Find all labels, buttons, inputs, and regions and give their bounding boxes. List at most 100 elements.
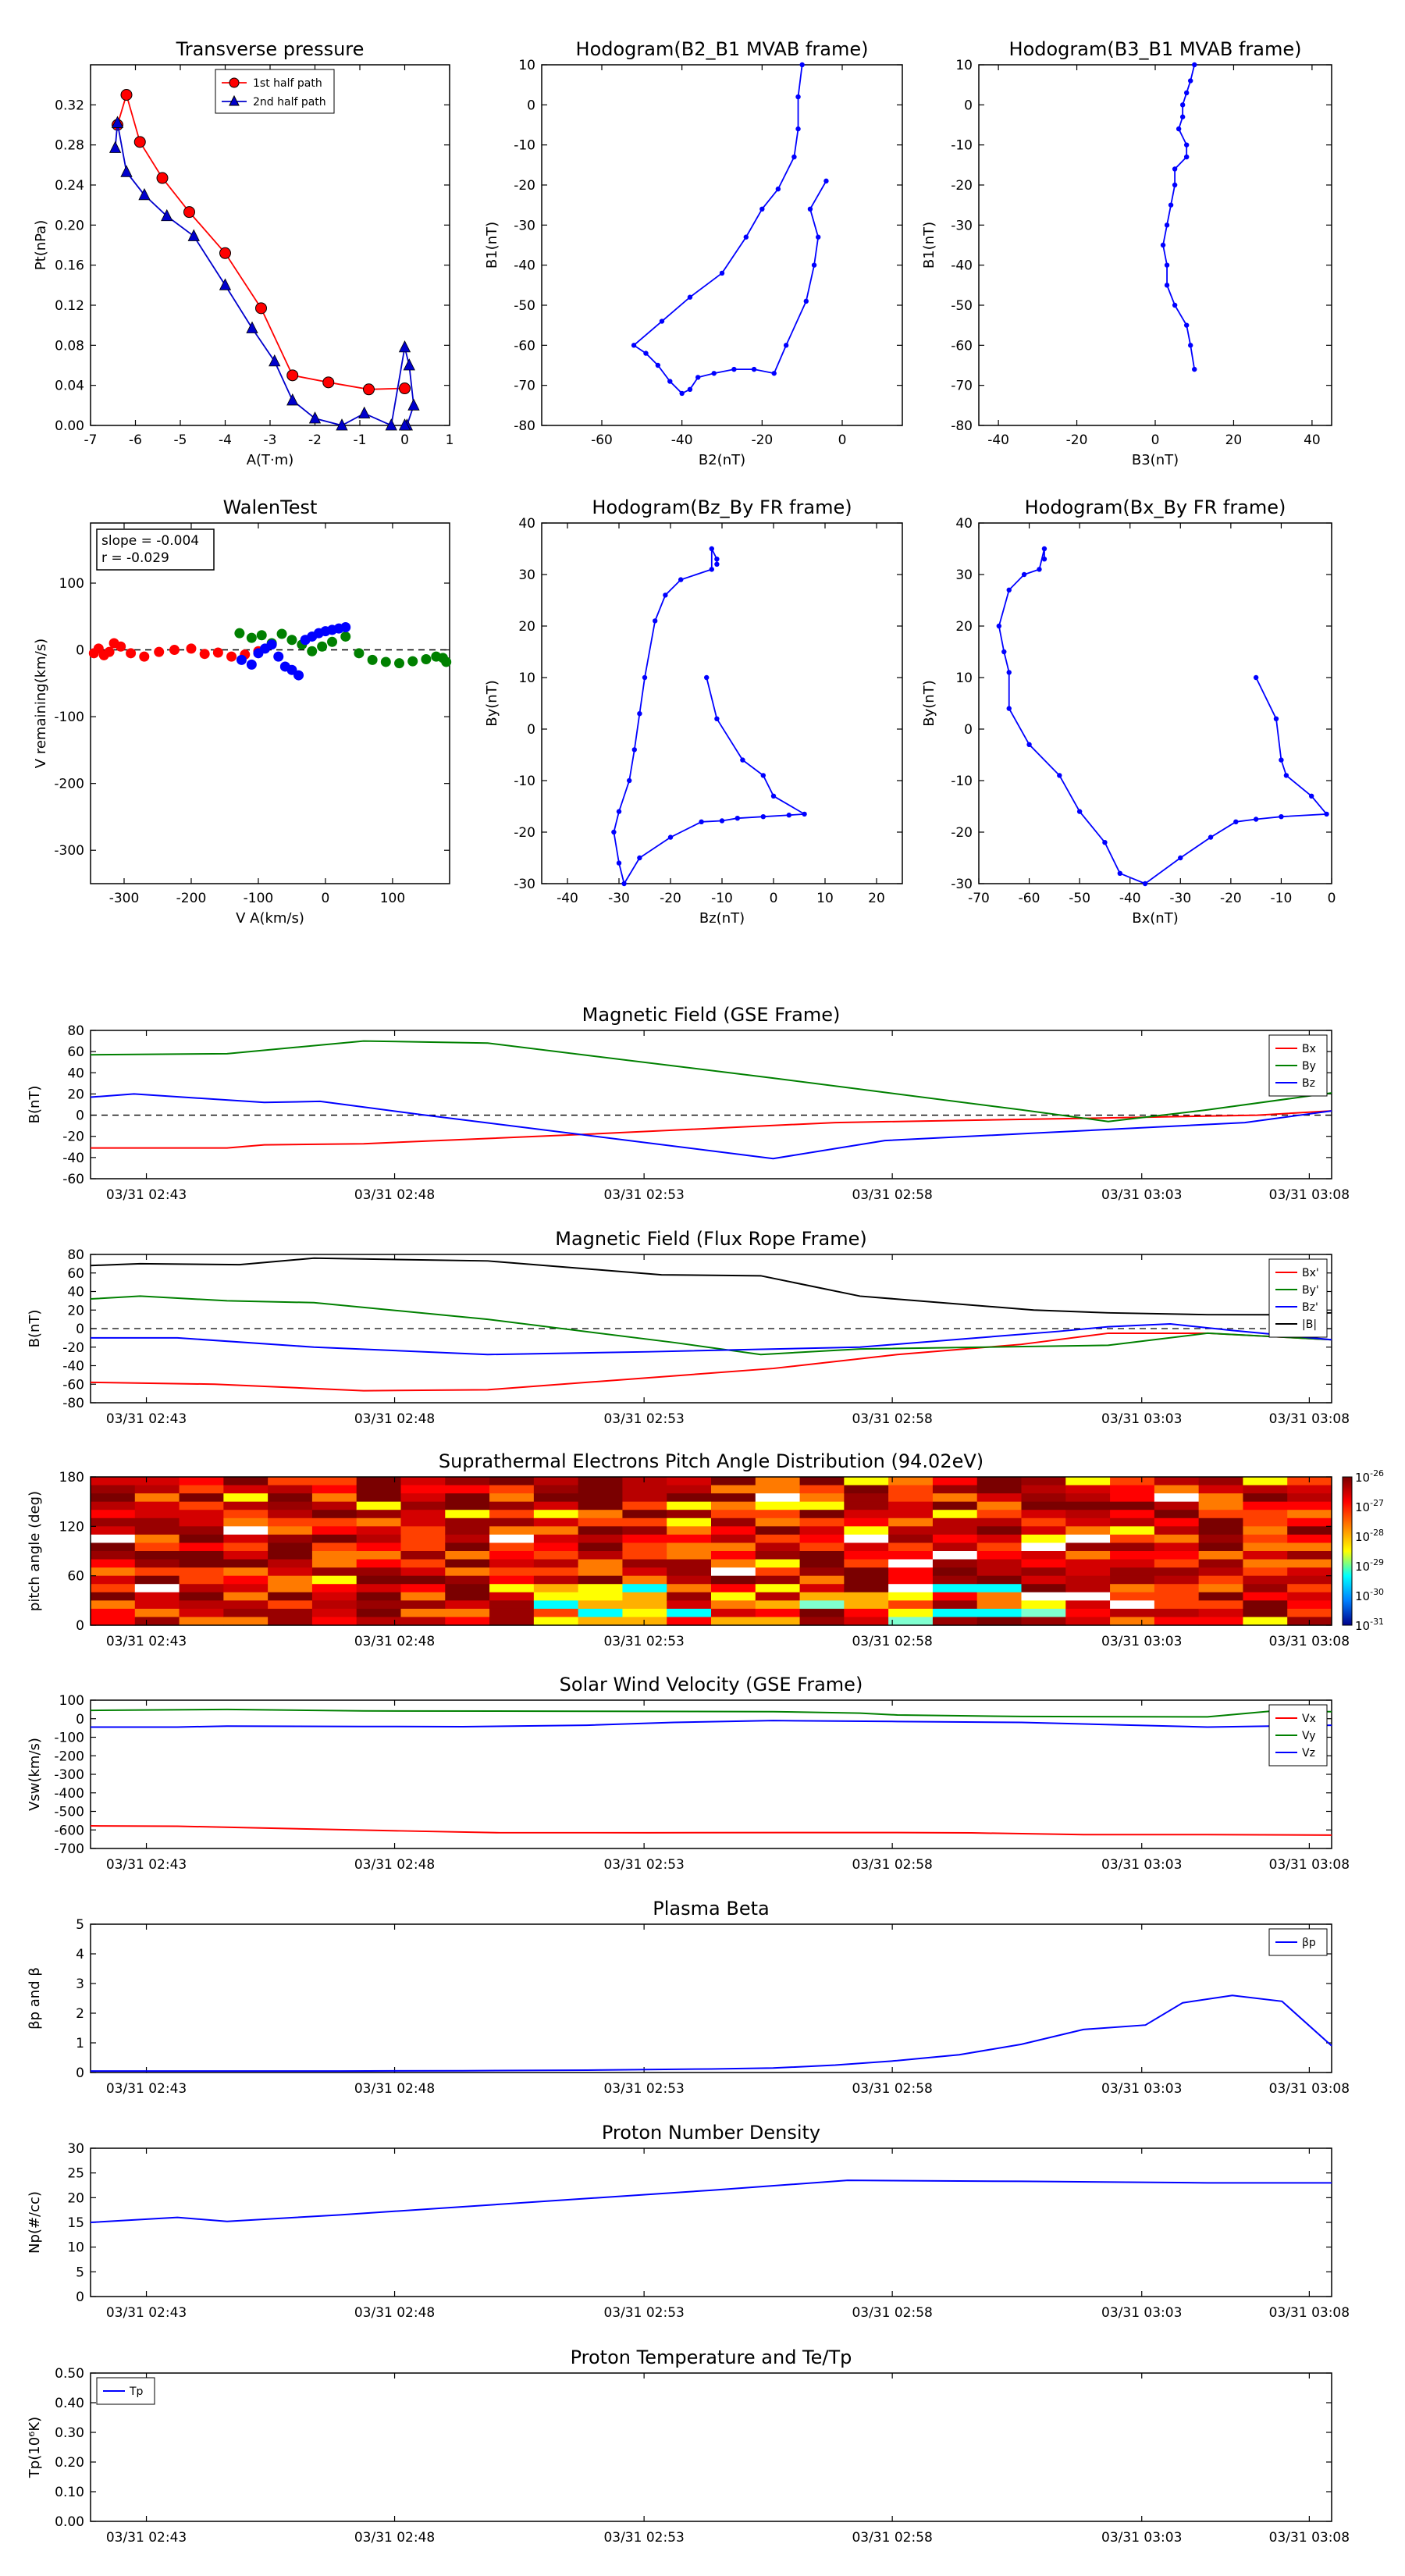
data-point (1188, 343, 1193, 348)
x-tick-label: -20 (1066, 432, 1088, 448)
y-axis-label: Np(#/cc) (27, 2191, 43, 2254)
heatmap-cell (1110, 1542, 1155, 1552)
heatmap-cell (533, 1559, 579, 1568)
data-point (266, 639, 277, 650)
heatmap-cell (622, 1551, 667, 1560)
heatmap-cell (1243, 1542, 1288, 1552)
heatmap-cell (622, 1485, 667, 1494)
heatmap-cell (91, 1534, 136, 1544)
heatmap-cell (622, 1534, 667, 1544)
heatmap-cell (1154, 1534, 1200, 1544)
chart-title: Proton Temperature and Te/Tp (571, 2347, 852, 2368)
legend-label: Bx' (1302, 1267, 1319, 1279)
heatmap-cell (400, 1551, 446, 1560)
heatmap-cell (1243, 1501, 1288, 1510)
heatmap-cell (755, 1534, 801, 1544)
heatmap-cell (1110, 1575, 1155, 1585)
x-tick-label: 03/31 02:48 (354, 2530, 435, 2546)
heatmap-cell (1198, 1551, 1244, 1560)
heatmap-cell (578, 1501, 624, 1510)
y-tick-label: -30 (514, 218, 535, 233)
heatmap-cell (400, 1592, 446, 1601)
chart-title: Hodogram(B3_B1 MVAB frame) (1009, 38, 1302, 60)
y-axis-label: V remaining(km/s) (33, 639, 49, 768)
data-point (1172, 302, 1178, 308)
y-tick-label: -500 (54, 1805, 84, 1820)
chart-pad: Suprathermal Electrons Pitch Angle Distr… (27, 1450, 1384, 1649)
heatmap-cell (445, 1534, 490, 1544)
data-point (631, 343, 637, 348)
series-line-3 (90, 1257, 1332, 1316)
plot-frame (90, 1254, 1332, 1404)
heatmap-cell (1021, 1477, 1066, 1486)
colorbar-tick-label: 10-28 (1355, 1528, 1384, 1544)
heatmap-cell (356, 1551, 402, 1560)
heatmap-cell (489, 1501, 535, 1510)
heatmap-cell (179, 1534, 224, 1544)
chart-title: WalenTest (223, 496, 318, 518)
heatmap-cell (134, 1517, 180, 1527)
x-tick-label: 03/31 03:08 (1269, 2081, 1350, 2097)
heatmap-cell (533, 1608, 579, 1618)
heatmap-cell (667, 1510, 712, 1519)
data-point (786, 813, 791, 818)
heatmap-cell (976, 1600, 1023, 1610)
heatmap-cell (711, 1477, 756, 1486)
heatmap-cell (400, 1600, 446, 1610)
data-point (1006, 706, 1012, 711)
x-tick-label: 03/31 02:43 (106, 1187, 187, 1203)
data-point (735, 815, 740, 821)
heatmap-cell (1243, 1510, 1288, 1519)
heatmap-cell (888, 1485, 934, 1494)
heatmap-cell (578, 1559, 624, 1568)
data-point (621, 881, 627, 887)
x-tick-label: -100 (244, 891, 274, 906)
heatmap-cell (578, 1517, 624, 1527)
heatmap-cell (400, 1584, 446, 1593)
heatmap-cell (533, 1517, 579, 1527)
data-point (802, 811, 807, 817)
heatmap-cell (1287, 1551, 1332, 1560)
x-tick-label: -200 (176, 891, 207, 906)
data-point (611, 829, 617, 835)
heatmap-cell (223, 1608, 269, 1618)
heatmap-cell (711, 1617, 756, 1626)
heatmap-cell (1154, 1485, 1200, 1494)
data-point (1026, 742, 1032, 747)
heatmap-cell (1021, 1559, 1066, 1568)
y-tick-label: -300 (54, 1767, 84, 1783)
data-point (711, 371, 717, 376)
heatmap-cell (667, 1485, 712, 1494)
data-point (1160, 242, 1166, 248)
heatmap-cell (311, 1567, 357, 1577)
annotation-box (96, 528, 215, 571)
y-tick-label: -80 (514, 418, 535, 434)
x-tick-label: 03/31 02:58 (852, 1411, 932, 1427)
heatmap-cell (844, 1493, 889, 1503)
y-tick-label: 0 (76, 1618, 84, 1634)
heatmap-cell (667, 1551, 712, 1560)
x-tick-label: -50 (1069, 891, 1090, 906)
heatmap-cell (400, 1493, 446, 1503)
heatmap-cell (223, 1600, 269, 1610)
heatmap-cell (400, 1477, 446, 1486)
x-tick-label: 03/31 03:03 (1101, 1857, 1182, 1873)
heatmap-cell (1154, 1551, 1200, 1560)
x-axis-label: B2(nT) (699, 452, 745, 468)
x-tick-label: 03/31 03:08 (1269, 1634, 1350, 1649)
data-point (1168, 202, 1174, 208)
y-axis-label: B1(nT) (921, 222, 937, 269)
y-tick-label: 20 (67, 1303, 84, 1318)
heatmap-cell (311, 1542, 357, 1552)
y-tick-label: 10 (955, 58, 973, 73)
heatmap-cell (533, 1592, 579, 1601)
heatmap-cell (976, 1617, 1023, 1626)
heatmap-cell (1287, 1542, 1332, 1552)
data-point (286, 369, 299, 382)
heatmap-cell (134, 1608, 180, 1618)
y-tick-label: -60 (62, 1172, 84, 1187)
heatmap-cell (755, 1559, 801, 1568)
data-point (246, 632, 257, 643)
heatmap-cell (134, 1559, 180, 1568)
heatmap-cell (622, 1559, 667, 1568)
